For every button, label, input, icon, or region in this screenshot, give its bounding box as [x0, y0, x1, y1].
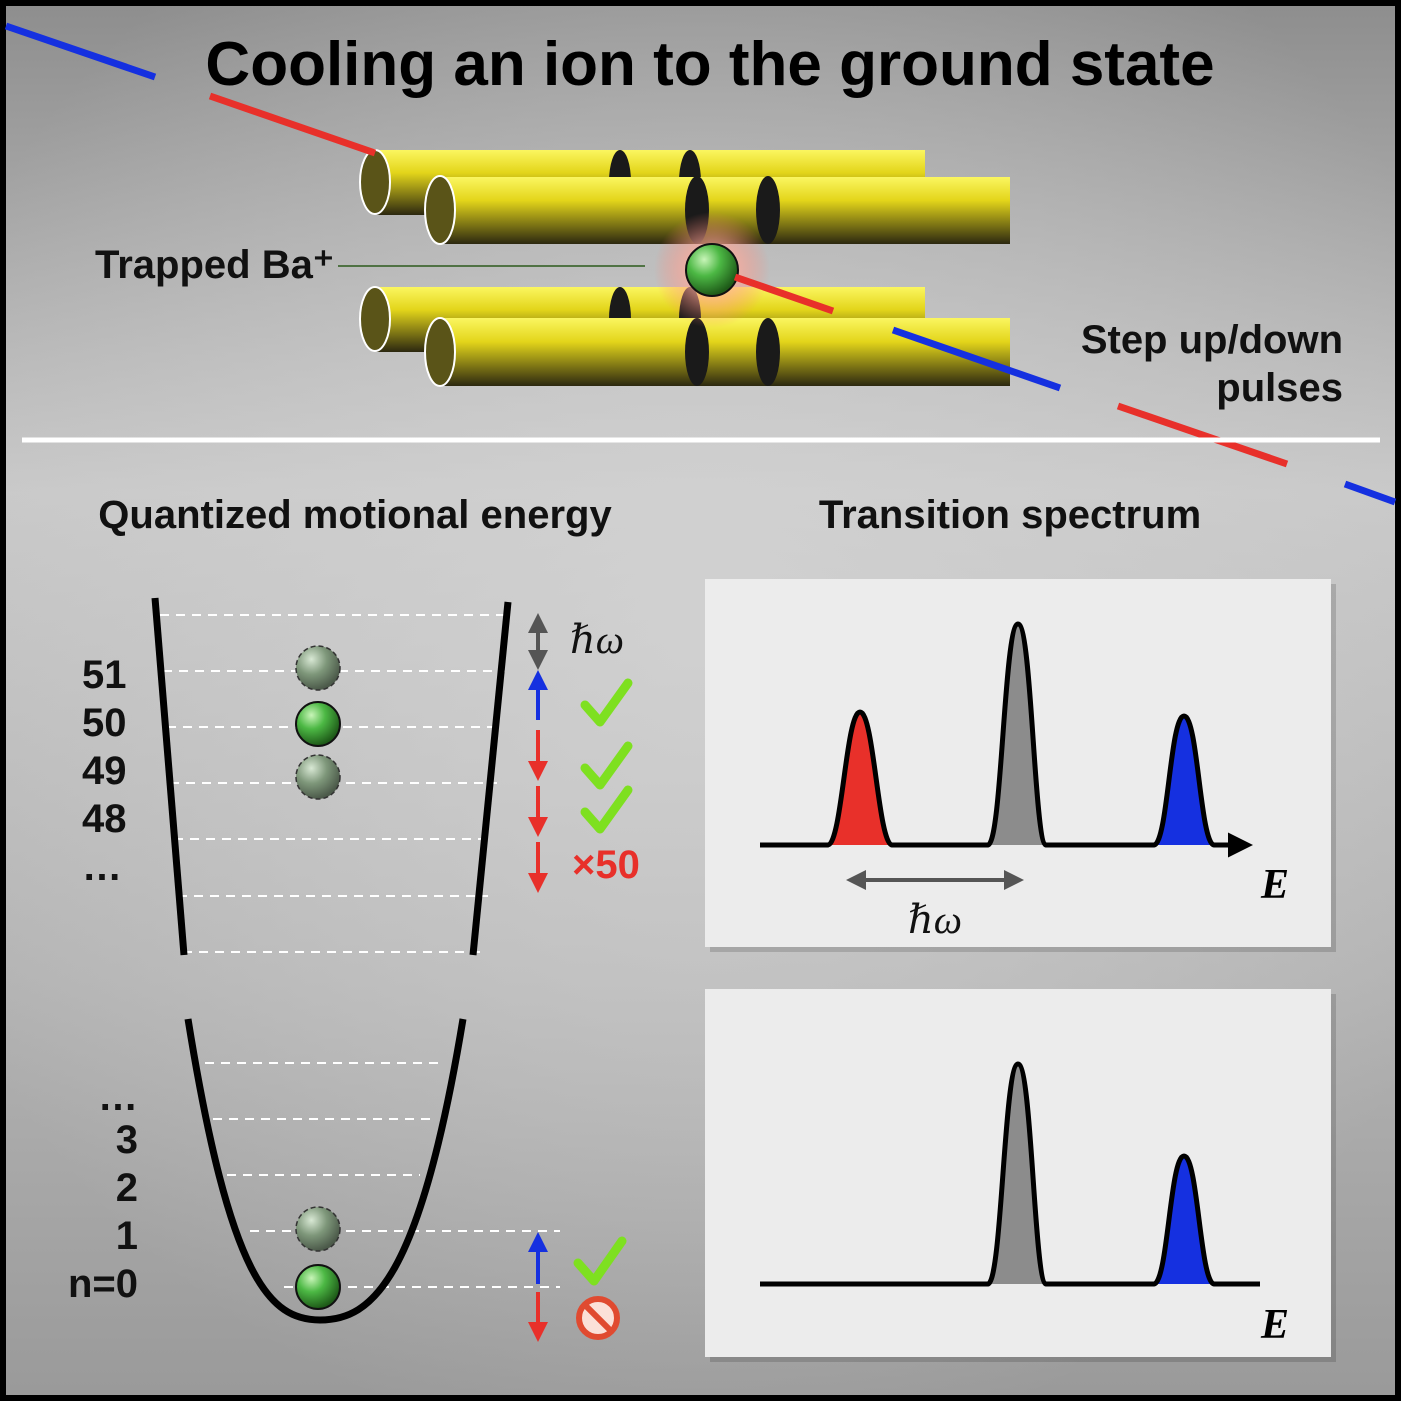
ghost-ion-icon — [295, 754, 341, 800]
blue-sideband-peak — [1154, 716, 1214, 845]
spacing-label: ℏω — [570, 617, 624, 662]
harmonic-well — [184, 1018, 467, 1324]
red-sideband-peak — [828, 712, 892, 845]
spectrum-heading: Transition spectrum — [819, 493, 1201, 537]
level-label: 48 — [82, 797, 127, 841]
trap-rod-bottom-front — [424, 317, 1010, 387]
check-icon — [573, 1236, 627, 1286]
spectrum-panel-lower: E — [705, 989, 1336, 1362]
check-icon — [580, 785, 633, 834]
pulses-label-line1: Step up/down — [1081, 318, 1343, 362]
energy-axis-label: E — [1260, 1302, 1289, 1348]
level-label: 49 — [82, 749, 127, 793]
laser-pulses — [4, 22, 1397, 506]
energy-heading: Quantized motional energy — [98, 493, 612, 537]
level-label: 3 — [116, 1118, 138, 1162]
well-wall-left — [151, 597, 188, 956]
level-label: 1 — [116, 1214, 138, 1258]
ghost-ion-icon — [295, 645, 341, 691]
pulse-blue — [1343, 480, 1397, 506]
spectrum-curve — [760, 1061, 1260, 1287]
well-wall-right — [469, 601, 512, 956]
level-label: 50 — [82, 701, 127, 745]
pulse-red — [1116, 402, 1289, 468]
repeat-label: ×50 — [572, 843, 640, 887]
ion-trap — [338, 149, 1010, 387]
check-icon — [580, 741, 633, 790]
trapped-ion-icon — [685, 243, 739, 297]
carrier-peak — [988, 624, 1046, 845]
ion-sphere-icon — [295, 1264, 341, 1310]
ion-sphere-icon — [295, 701, 341, 747]
pulses-label-line2: pulses — [1216, 366, 1343, 410]
pulse-red — [208, 92, 377, 157]
level-label: n=0 — [68, 1262, 138, 1306]
figure-title: Cooling an ion to the ground state — [205, 30, 1214, 99]
level-label: … — [98, 1075, 138, 1119]
pulse-blue — [4, 22, 157, 81]
spectrum-curve — [760, 621, 1253, 858]
lower-energy-well: … 3 2 1 n=0 — [68, 1018, 627, 1342]
pulse-blue — [891, 326, 1062, 392]
level-label: 2 — [116, 1166, 138, 1210]
level-label: 51 — [82, 653, 127, 697]
energy-axis-label: E — [1260, 862, 1289, 908]
no-entry-icon — [576, 1296, 620, 1340]
spectrum-spacing-label: ℏω — [908, 897, 962, 942]
pulse-red — [733, 273, 835, 315]
upper-energy-well: 51 50 49 48 … ℏω ×50 — [82, 597, 640, 956]
carrier-peak — [988, 1064, 1046, 1284]
level-label: … — [82, 845, 122, 889]
spectrum-panel-upper: ℏω E — [705, 579, 1336, 952]
check-icon — [580, 678, 633, 727]
ghost-ion-icon — [295, 1206, 341, 1252]
blue-sideband-peak — [1154, 1156, 1214, 1284]
ion-label: Trapped Ba⁺ — [95, 243, 334, 287]
